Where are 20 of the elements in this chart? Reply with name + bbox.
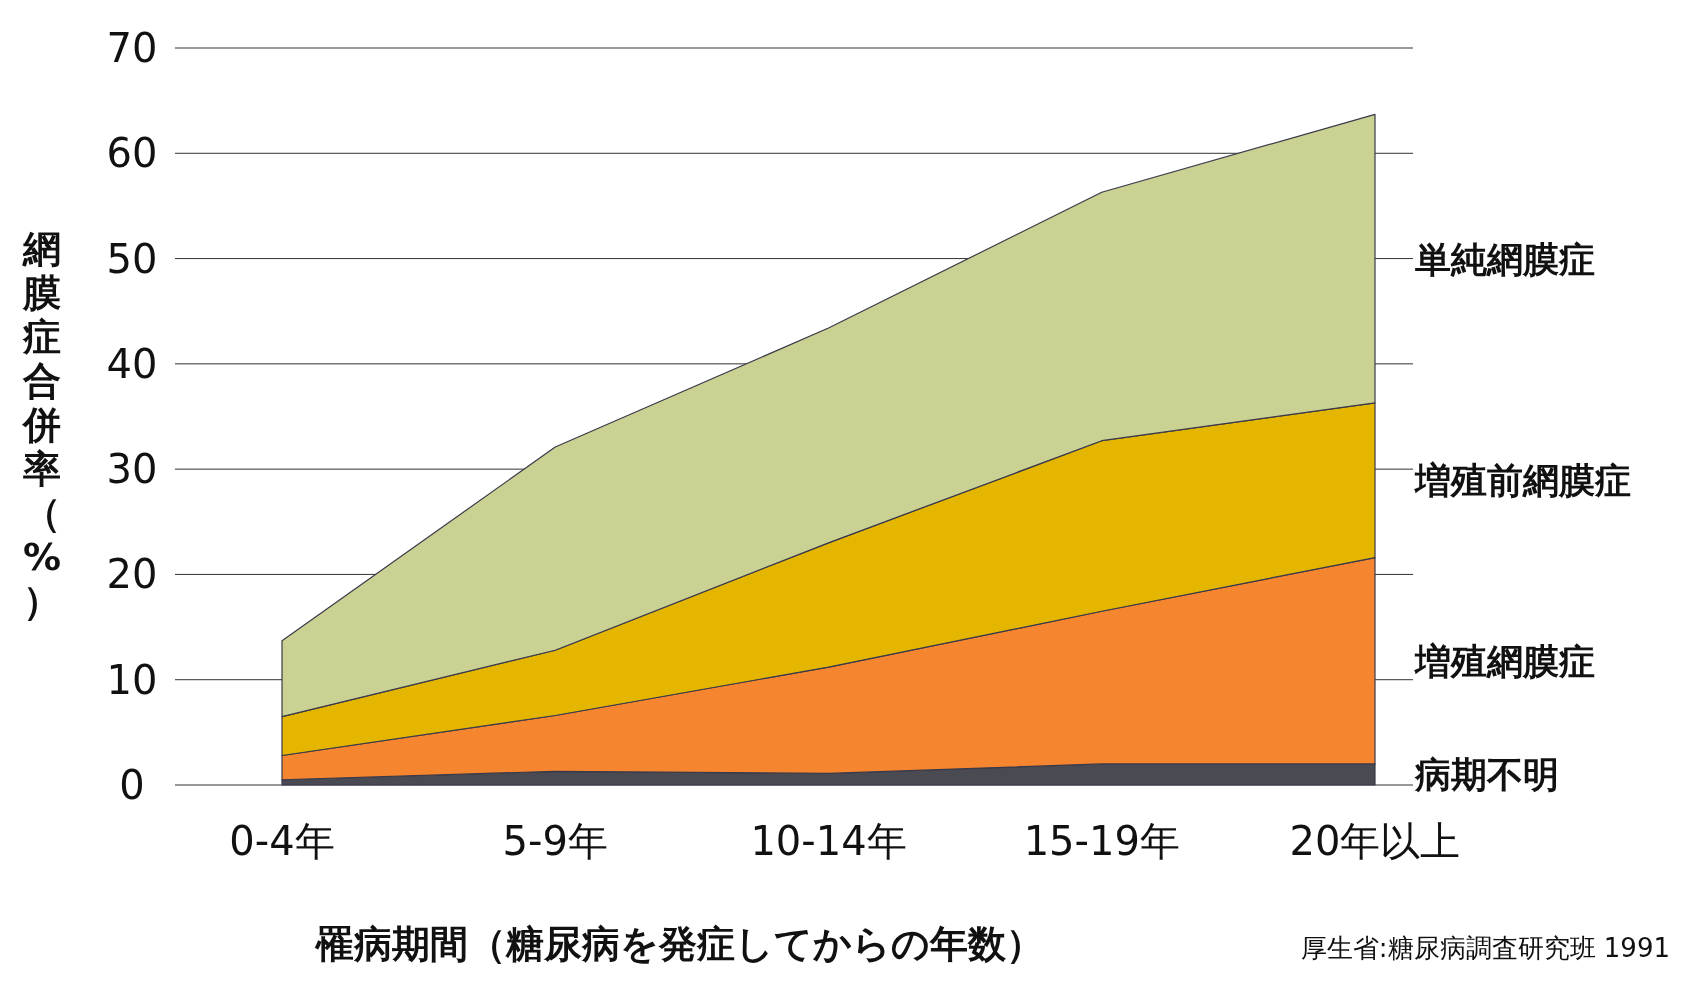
y-tick-label: 60 [106,130,158,177]
y-tick-label: 30 [106,446,158,493]
y-tick-label: 40 [106,340,158,387]
x-tick-label: 10-14年 [750,818,907,864]
y-tick-label: 50 [106,235,158,282]
text: 厚生省:糖尿病調査研究班 1991 [1300,933,1670,963]
series-label: 単純網膜症 [1415,238,1595,280]
x-tick-label: 15-19年 [1023,818,1180,864]
y-tick-label: 70 [106,25,158,71]
series-label: 病期不明 [1414,754,1559,796]
x-tick-label: 0-4年 [229,818,335,864]
y-tick-label: 10 [106,656,158,703]
x-tick-label: 20年以上 [1289,818,1461,864]
y-tick-label: 20 [106,551,158,598]
text: 網膜症合併率（%） [22,227,62,623]
series-label: 増殖前網膜症 [1413,460,1631,502]
x-tick-label: 5-9年 [502,818,608,864]
x-axis-title: 罹病期間（糖尿病を発症してからの年数） [314,922,1044,966]
series-label: 増殖網膜症 [1413,640,1595,682]
y-tick-label: 0 [119,762,145,808]
